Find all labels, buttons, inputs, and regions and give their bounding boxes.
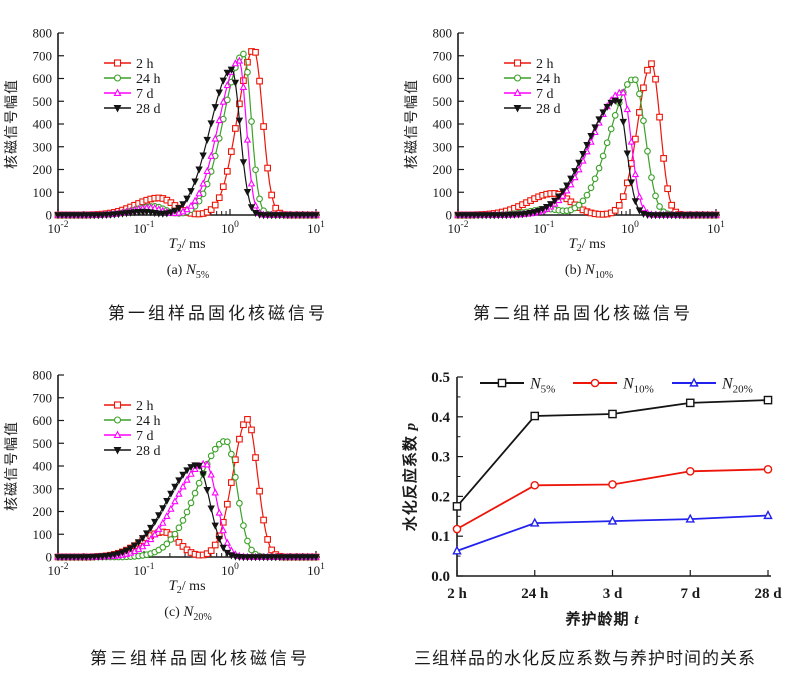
svg-text:500: 500 [33, 436, 53, 451]
svg-text:7 d: 7 d [136, 429, 154, 444]
svg-text:N10%: N10% [622, 376, 654, 396]
chart-d-block: 0.0 0.1 0.2 0.3 0.4 0.5 2 h 24 h 3 d 7 d 28 d 水化反应系… [400, 342, 802, 682]
svg-text:2 h: 2 h [136, 57, 154, 72]
chart-c-caption: (c) N20% [0, 604, 400, 623]
svg-text:T2/ ms: T2/ ms [168, 236, 205, 254]
svg-text:0.5: 0.5 [431, 370, 450, 386]
svg-text:600: 600 [433, 71, 453, 86]
chart-b-block: 0 100 200 300 400 500 600 700 800 10-2 10-1 100 101 核… [400, 0, 802, 340]
svg-text:0.0: 0.0 [431, 569, 450, 585]
svg-text:800: 800 [433, 26, 453, 41]
svg-text:0.2: 0.2 [431, 489, 450, 505]
svg-text:600: 600 [33, 413, 53, 428]
chart-a-block: 0 100 200 300 400 500 600 700 800 10-2 10-1 100 101 核… [0, 0, 400, 340]
svg-text:10-1: 10-1 [134, 562, 155, 578]
chart-a-title: 第一组样品固化核磁信号 [108, 304, 328, 323]
svg-text:700: 700 [33, 390, 53, 405]
svg-text:28 d: 28 d [536, 102, 561, 117]
svg-text:24 h: 24 h [136, 414, 161, 429]
svg-text:100: 100 [221, 562, 239, 578]
caption-series-subscript: 10% [594, 269, 614, 281]
caption-series-symbol: N [584, 262, 595, 278]
svg-text:400: 400 [33, 117, 53, 132]
svg-text:100: 100 [33, 185, 53, 200]
svg-text:3 d: 3 d [603, 586, 623, 602]
svg-text:600: 600 [33, 71, 53, 86]
chart-c-block: 0 100 200 300 400 500 600 700 800 10-2 10-1 100 101 核… [0, 342, 400, 682]
svg-text:2 h: 2 h [536, 57, 554, 72]
chart-b-caption: (b) N10% [400, 262, 802, 281]
chart-b-title: 第二组样品固化核磁信号 [473, 304, 693, 323]
chart-c-title: 第三组样品固化核磁信号 [90, 649, 310, 668]
svg-text:700: 700 [433, 48, 453, 63]
svg-text:200: 200 [33, 162, 53, 177]
svg-text:700: 700 [33, 48, 53, 63]
svg-text:N5%: N5% [529, 376, 555, 396]
svg-text:100: 100 [33, 527, 53, 542]
svg-text:300: 300 [33, 139, 53, 154]
svg-text:10-1: 10-1 [134, 220, 155, 236]
svg-text:7 d: 7 d [680, 586, 700, 602]
svg-text:0.4: 0.4 [431, 410, 450, 426]
svg-text:500: 500 [433, 94, 453, 109]
svg-text:28 d: 28 d [136, 444, 161, 459]
chart-a-canvas: 0 100 200 300 400 500 600 700 800 10-2 10-1 100 101 核… [4, 26, 325, 255]
svg-text:24 h: 24 h [536, 72, 561, 87]
caption-series-subscript: 20% [193, 611, 212, 623]
svg-text:0: 0 [446, 208, 453, 223]
svg-text:10-2: 10-2 [448, 220, 469, 236]
svg-text:水化反应系数 p: 水化反应系数 p [401, 422, 419, 531]
svg-text:10-2: 10-2 [48, 562, 69, 578]
svg-text:2 h: 2 h [136, 399, 154, 414]
caption-prefix: (b) [564, 263, 585, 278]
svg-text:100: 100 [221, 220, 239, 236]
svg-text:500: 500 [33, 94, 53, 109]
svg-text:100: 100 [621, 220, 639, 236]
caption-series-symbol: N [183, 604, 194, 620]
svg-text:101: 101 [307, 220, 325, 236]
svg-text:养护龄期 t: 养护龄期 t [565, 610, 640, 628]
svg-text:T2/ ms: T2/ ms [168, 578, 205, 596]
svg-text:28 d: 28 d [754, 586, 782, 602]
chart-d-canvas: 0.0 0.1 0.2 0.3 0.4 0.5 2 h 24 h 3 d 7 d 28 d 水化反应系… [401, 370, 782, 628]
svg-text:7 d: 7 d [136, 87, 154, 102]
svg-text:10-1: 10-1 [534, 220, 555, 236]
svg-text:800: 800 [33, 26, 53, 41]
svg-text:200: 200 [433, 162, 453, 177]
caption-prefix: (c) [164, 605, 184, 620]
svg-text:T2/ ms: T2/ ms [568, 236, 605, 254]
chart-a-caption: (a) N5% [0, 262, 400, 281]
svg-text:0: 0 [46, 550, 53, 565]
svg-text:24 h: 24 h [136, 72, 161, 87]
svg-text:400: 400 [33, 459, 53, 474]
chart-d-title: 三组样品的水化反应系数与养护时间的关系 [414, 649, 756, 668]
svg-text:400: 400 [433, 117, 453, 132]
svg-text:101: 101 [707, 220, 725, 236]
svg-text:7 d: 7 d [536, 87, 554, 102]
svg-text:核磁信号幅值: 核磁信号幅值 [404, 79, 420, 169]
chart-c-canvas: 0 100 200 300 400 500 600 700 800 10-2 10-1 100 101 核… [4, 368, 325, 597]
svg-text:800: 800 [33, 368, 53, 383]
caption-series-subscript: 5% [195, 269, 210, 281]
svg-text:核磁信号幅值: 核磁信号幅值 [4, 421, 20, 511]
svg-text:0.1: 0.1 [431, 529, 450, 545]
svg-text:101: 101 [307, 562, 325, 578]
svg-text:28 d: 28 d [136, 102, 161, 117]
chart-b-canvas: 0 100 200 300 400 500 600 700 800 10-2 10-1 100 101 核… [404, 26, 725, 255]
svg-text:300: 300 [433, 139, 453, 154]
svg-text:核磁信号幅值: 核磁信号幅值 [4, 79, 20, 169]
svg-text:100: 100 [433, 185, 453, 200]
svg-text:300: 300 [33, 481, 53, 496]
svg-text:0: 0 [46, 208, 53, 223]
svg-text:24 h: 24 h [521, 586, 549, 602]
svg-text:N20%: N20% [721, 376, 753, 396]
caption-series-symbol: N [185, 262, 196, 278]
svg-text:10-2: 10-2 [48, 220, 69, 236]
caption-prefix: (a) [166, 263, 186, 278]
svg-text:200: 200 [33, 504, 53, 519]
svg-text:0.3: 0.3 [431, 450, 450, 466]
svg-text:2 h: 2 h [447, 586, 467, 602]
